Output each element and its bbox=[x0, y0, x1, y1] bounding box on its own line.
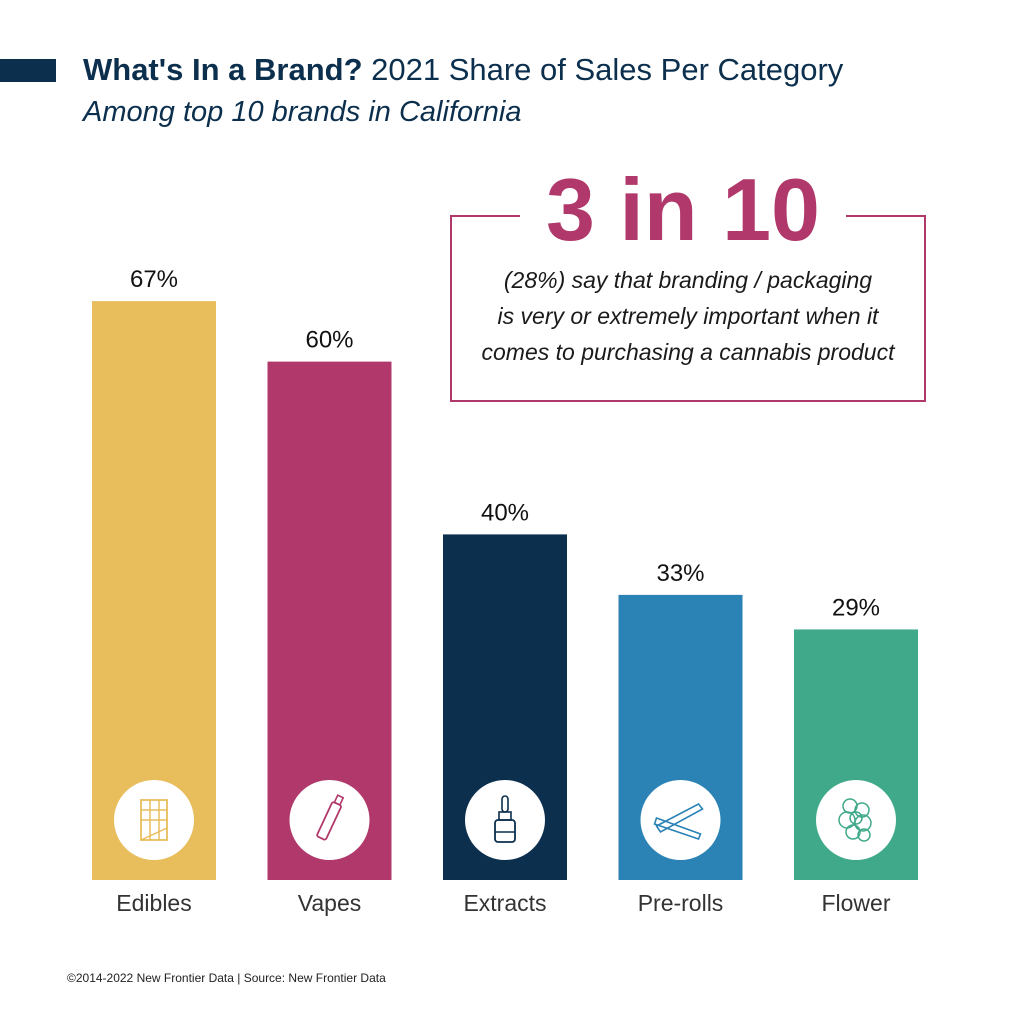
vape-pen-icon bbox=[289, 780, 370, 860]
category-label: Edibles bbox=[116, 890, 191, 916]
value-label: 33% bbox=[656, 560, 704, 587]
value-label: 67% bbox=[130, 266, 178, 293]
callout-headline: 3 in 10 bbox=[520, 160, 846, 260]
value-label: 29% bbox=[832, 594, 880, 621]
dropper-bottle-icon bbox=[465, 780, 545, 860]
title-bold: What's In a Brand? bbox=[83, 52, 363, 87]
category-label: Pre-rolls bbox=[638, 890, 724, 916]
pre-roll-icon bbox=[640, 780, 721, 860]
chocolate-bar-icon bbox=[114, 780, 194, 860]
page-title: What's In a Brand? 2021 Share of Sales P… bbox=[83, 52, 843, 88]
callout-line-2: is very or extremely important when it bbox=[497, 303, 879, 329]
category-label: Vapes bbox=[298, 890, 362, 916]
title-accent-bar bbox=[0, 59, 56, 82]
callout-line-3: comes to purchasing a cannabis product bbox=[481, 339, 895, 365]
callout-line-1: (28%) say that branding / packaging bbox=[503, 267, 873, 293]
value-label: 60% bbox=[305, 327, 353, 354]
value-label: 40% bbox=[481, 499, 529, 526]
category-label: Extracts bbox=[463, 890, 546, 916]
footer-credit: ©2014-2022 New Frontier Data | Source: N… bbox=[67, 971, 386, 985]
category-label: Flower bbox=[821, 890, 890, 916]
page-subtitle: Among top 10 brands in California bbox=[83, 96, 522, 128]
title-rest: 2021 Share of Sales Per Category bbox=[371, 52, 844, 87]
flower-bud-icon bbox=[816, 780, 896, 860]
callout-text: (28%) say that branding / packaging is v… bbox=[460, 262, 916, 370]
